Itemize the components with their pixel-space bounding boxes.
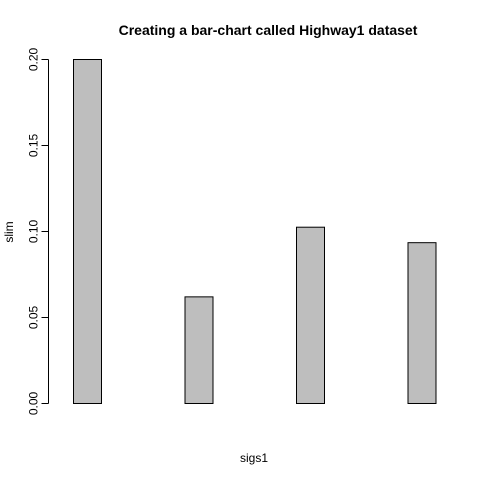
y-tick-label: 0.05: [27, 305, 41, 329]
bar-4: [407, 242, 437, 404]
y-axis-label: slim: [2, 221, 16, 242]
y-tick-label: 0.20: [27, 47, 41, 71]
y-tick-label: 0.00: [27, 391, 41, 415]
bar-2: [184, 296, 214, 404]
x-axis-label: sigs1: [240, 451, 268, 465]
y-axis: 0.00 0.05 0.10 0.15 0.20: [27, 47, 49, 415]
y-tick-label: 0.10: [27, 219, 41, 243]
chart-title: Creating a bar-chart called Highway1 dat…: [119, 22, 418, 38]
y-tick-label: 0.15: [27, 133, 41, 157]
bar-1: [73, 59, 102, 404]
bars-group: [73, 59, 437, 404]
bar-3: [296, 226, 325, 404]
